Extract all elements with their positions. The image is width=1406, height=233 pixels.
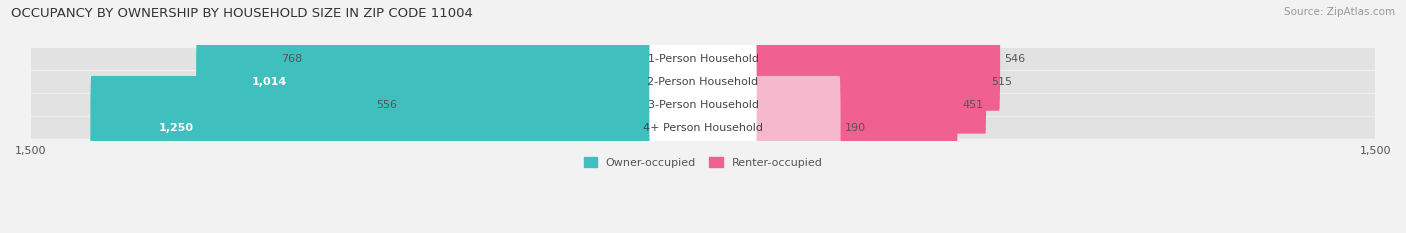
FancyBboxPatch shape: [401, 53, 652, 157]
Text: 768: 768: [281, 54, 302, 64]
Text: 1,250: 1,250: [159, 123, 194, 133]
Text: 2-Person Household: 2-Person Household: [647, 77, 759, 87]
Text: 190: 190: [845, 123, 866, 133]
Text: 515: 515: [991, 77, 1012, 87]
Text: OCCUPANCY BY OWNERSHIP BY HOUSEHOLD SIZE IN ZIP CODE 11004: OCCUPANCY BY OWNERSHIP BY HOUSEHOLD SIZE…: [11, 7, 474, 20]
FancyBboxPatch shape: [754, 30, 986, 134]
FancyBboxPatch shape: [650, 0, 756, 158]
FancyBboxPatch shape: [31, 48, 1375, 70]
FancyBboxPatch shape: [650, 6, 756, 203]
FancyBboxPatch shape: [754, 76, 841, 179]
FancyBboxPatch shape: [650, 29, 756, 226]
FancyBboxPatch shape: [90, 76, 652, 179]
FancyBboxPatch shape: [31, 117, 1375, 139]
FancyBboxPatch shape: [31, 94, 1375, 116]
FancyBboxPatch shape: [307, 7, 652, 111]
Text: 3-Person Household: 3-Person Household: [648, 100, 758, 110]
FancyBboxPatch shape: [31, 71, 1375, 93]
Text: Source: ZipAtlas.com: Source: ZipAtlas.com: [1284, 7, 1395, 17]
FancyBboxPatch shape: [195, 30, 652, 134]
Text: 4+ Person Household: 4+ Person Household: [643, 123, 763, 133]
Text: 1,014: 1,014: [252, 77, 287, 87]
FancyBboxPatch shape: [754, 53, 957, 157]
Text: 1-Person Household: 1-Person Household: [648, 54, 758, 64]
Text: 546: 546: [1005, 54, 1026, 64]
FancyBboxPatch shape: [650, 0, 756, 180]
Text: 451: 451: [962, 100, 983, 110]
FancyBboxPatch shape: [754, 7, 1000, 111]
Text: 556: 556: [375, 100, 396, 110]
Legend: Owner-occupied, Renter-occupied: Owner-occupied, Renter-occupied: [579, 153, 827, 172]
